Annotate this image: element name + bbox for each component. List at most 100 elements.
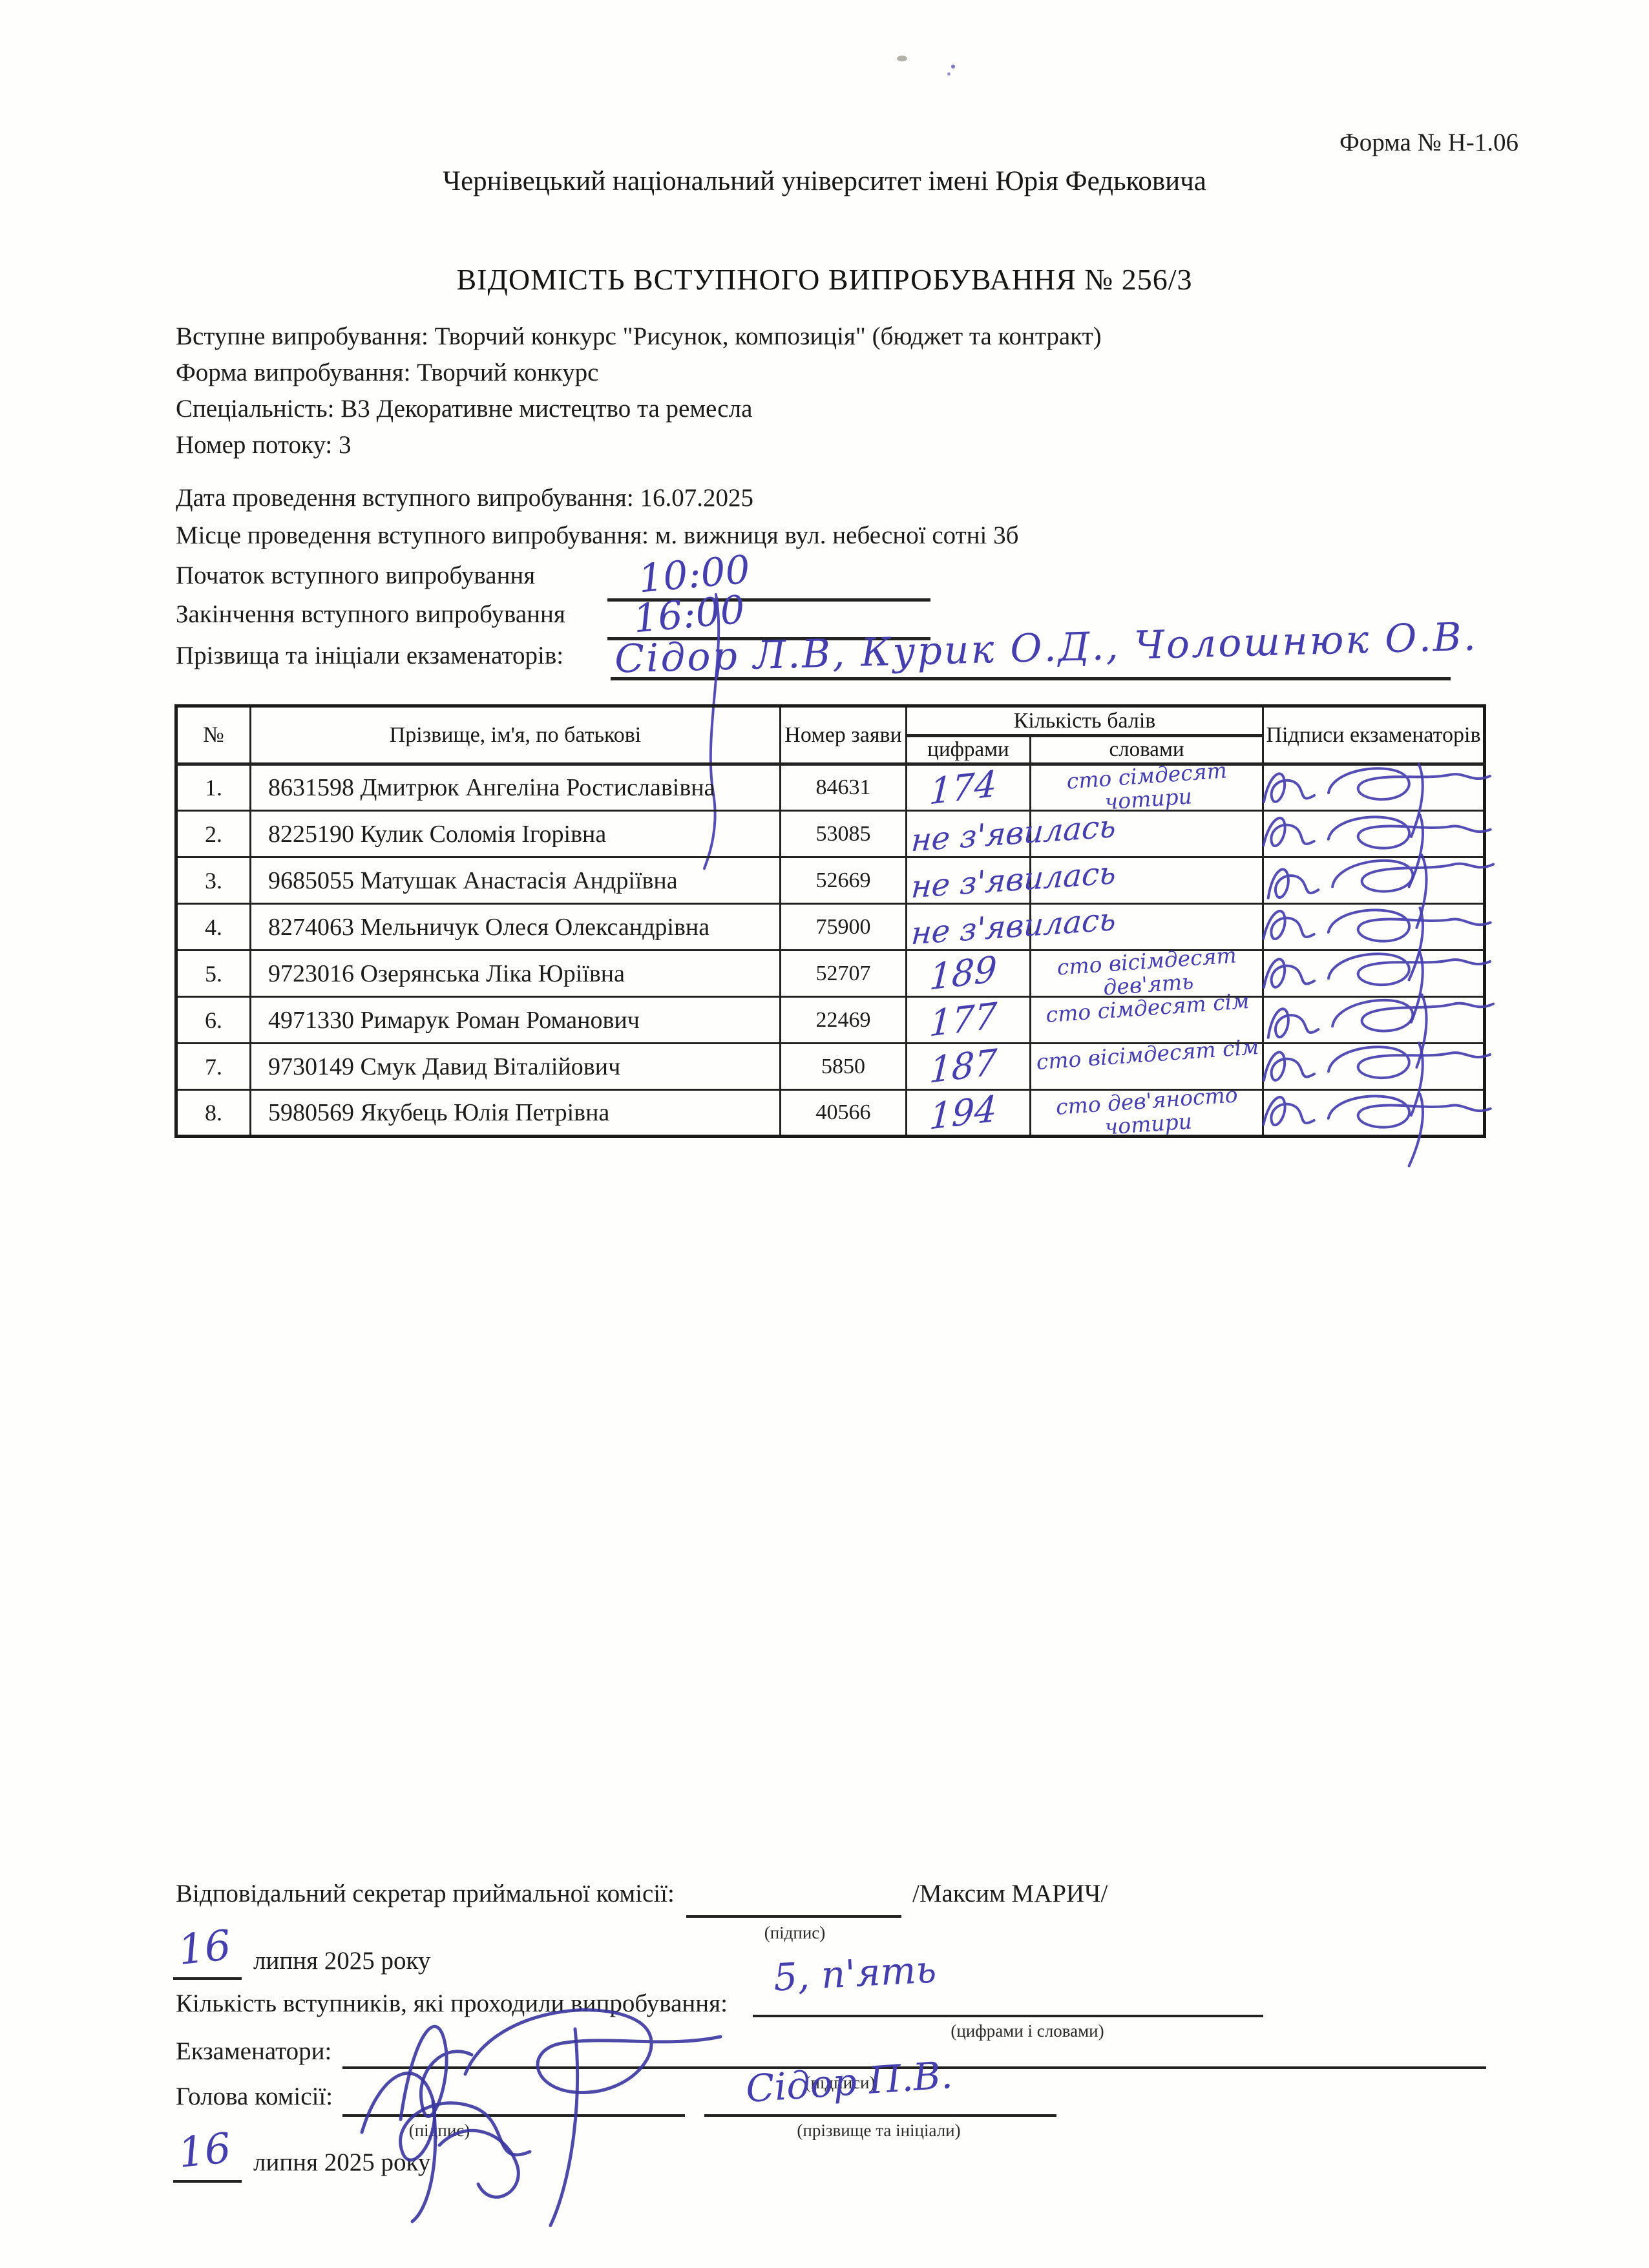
examiner-signatures-cell [1262,854,1495,929]
row-number: 6. [175,996,251,1044]
score-words-handwritten: сто дев'яносто чотири [1055,1082,1239,1140]
chair-name-line: Сідор П.В. [704,2053,1056,2117]
table-row: 5. 9723016 Озерянська Ліка Юріївна 52707… [175,942,1492,1024]
footer-signatures-caption: (підписи) [804,2073,876,2092]
meta-stream: Номер потоку: 3 [176,431,352,459]
form-code: Форма № Н-1.06 [1339,129,1518,156]
applicant-name: 5980569 Якубець Юлія Петрівна [249,1089,781,1137]
chair-name-caption: (прізвище та ініціали) [797,2121,961,2140]
applicant-name: 4971330 Римарук Роман Романович [249,996,781,1044]
count-caption: (цифрами і словами) [951,2021,1104,2041]
meta-form: Форма випробування: Творчий конкурс [176,359,599,386]
table-row: 2. 8225190 Кулик Соломія Ігорівна 53085 … [175,808,1492,888]
row-number: 7. [175,1042,251,1091]
score-digits-handwritten: 189 [928,948,998,998]
date2-day-handwritten: 16 [176,2124,234,2178]
score-digits-cell: не з'явилась [905,901,1117,952]
examiner-signature-icon [1262,1093,1492,1168]
score-digits-cell: 177 [905,994,1031,1045]
col-header-words: словами [1029,735,1265,766]
examiner-signatures-cell [1262,949,1492,1024]
examiners-footer-signature-icon [399,2008,722,2227]
applicant-name: 8274063 Мельничук Олеся Олександрівна [249,903,781,951]
examiner-signatures-cell [1262,903,1492,982]
count-label: Кількість вступників, які проходили випр… [176,1990,728,2017]
examiner-signatures-cell [1262,1089,1492,1168]
chair-label: Голова комісії: [176,2083,333,2110]
end-time-line: 16:00 [607,587,930,642]
examiner-signatures-cell [1262,1042,1492,1117]
date2-day-line: 16 [173,2125,242,2183]
score-digits-handwritten: 174 [928,762,998,813]
table-row: 1. 8631598 Дмитрюк Ангеліна Ростиславівн… [175,757,1492,838]
row-number: 5. [175,949,251,998]
examiner-signatures-cell [1262,993,1495,1069]
score-words-cell: сто сімдесят чотири [1029,757,1265,815]
date-rest: липня 2025 року [253,1947,431,1975]
table-row: 3. 9685055 Матушак Анастасія Андріївна 5… [175,854,1495,929]
application-number: 40566 [779,1089,907,1137]
secretary-signature-line [686,1884,901,1918]
examiner-signatures-cell [1262,810,1492,888]
meta-exam: Вступне випробування: Творчий конкурс "Р… [176,322,1102,350]
col-header-application: Номер заяви [779,705,907,766]
application-number: 22469 [779,996,907,1044]
applicant-name: 8225190 Кулик Соломія Ігорівна [249,810,781,858]
application-number: 52707 [779,949,907,998]
application-number: 75900 [779,903,907,951]
score-digits-handwritten: 187 [928,1041,998,1091]
score-words-cell [1029,903,1265,951]
col-header-score-group: Кількість балів [905,705,1265,737]
date-day-handwritten: 16 [176,1921,234,1975]
application-number: 84631 [779,763,907,812]
secretary-signature-caption: (підпис) [764,1923,826,1942]
score-digits-handwritten: 177 [928,994,998,1045]
university-name: Чернівецький національний університет ім… [443,166,1206,196]
score-words-cell [1029,856,1265,905]
end-time-label: Закінчення вступного випробування [176,600,565,628]
scan-speck [897,56,907,61]
score-words-cell: сто вісімдесят дев'ять [1029,942,1265,1000]
applicant-name: 9730149 Смук Давид Віталійович [249,1042,781,1091]
applicant-name: 9723016 Озерянська Ліка Юріївна [249,949,781,998]
score-digits-cell: не з'явилась [905,855,1117,905]
page-title: ВІДОМІСТЬ ВСТУПНОГО ВИПРОБУВАННЯ № 256/3 [456,263,1193,296]
results-table-body: 1. 8631598 Дмитрюк Ангеліна Ростиславівн… [175,757,1495,1168]
application-number: 53085 [779,810,907,858]
score-words-cell [1029,810,1265,858]
table-row: 6. 4971330 Римарук Роман Романович 22469… [175,988,1495,1069]
scan-speck [951,65,955,68]
date-day-line: 16 [173,1922,242,1980]
row-number: 4. [175,903,251,951]
meta-specialty: Спеціальність: В3 Декоративне мистецтво … [176,395,753,423]
examiner-signatures-cell [1262,763,1492,838]
footer-examiners-line [342,2035,1486,2069]
score-words-cell: сто дев'яносто чотири [1029,1082,1265,1140]
start-time-label: Початок вступного випробування [176,562,536,589]
application-number: 52669 [779,856,907,905]
row-number: 2. [175,810,251,858]
score-digits-cell: 189 [905,948,1031,998]
col-header-name: Прізвище, ім'я, по батькові [249,705,781,766]
application-number: 5850 [779,1042,907,1091]
chair-signature-line [342,2082,685,2117]
meta-place: Місце проведення вступного випробування:… [176,521,1019,549]
row-number: 8. [175,1089,251,1137]
footer-examiners-label: Екзаменатори: [176,2037,332,2065]
row-number: 3. [175,856,251,905]
secretary-label: Відповідальний секретар приймальної комі… [176,1880,675,1907]
score-words-cell: сто сімдесят сім [1029,988,1265,1044]
score-digits-cell: не з'явилась [905,808,1117,859]
col-header-signatures: Підписи екзаменаторів [1262,705,1486,766]
applicant-name: 8631598 Дмитрюк Ангеліна Ростиславівна [249,763,781,812]
secretary-name: /Максим МАРИЧ/ [912,1880,1108,1907]
scan-speck [947,72,951,76]
table-row: 8. 5980569 Якубець Юлія Петрівна 40566 1… [175,1082,1492,1168]
row-number: 1. [175,763,251,812]
chair-signature-icon [360,2072,532,2223]
count-line: 5, п'ять [753,1947,1263,2017]
score-digits-cell: 194 [905,1087,1031,1138]
table-row: 4. 8274063 Мельничук Олеся Олександрівна… [175,901,1492,982]
meta-date: Дата проведення вступного випробування: … [176,484,753,512]
